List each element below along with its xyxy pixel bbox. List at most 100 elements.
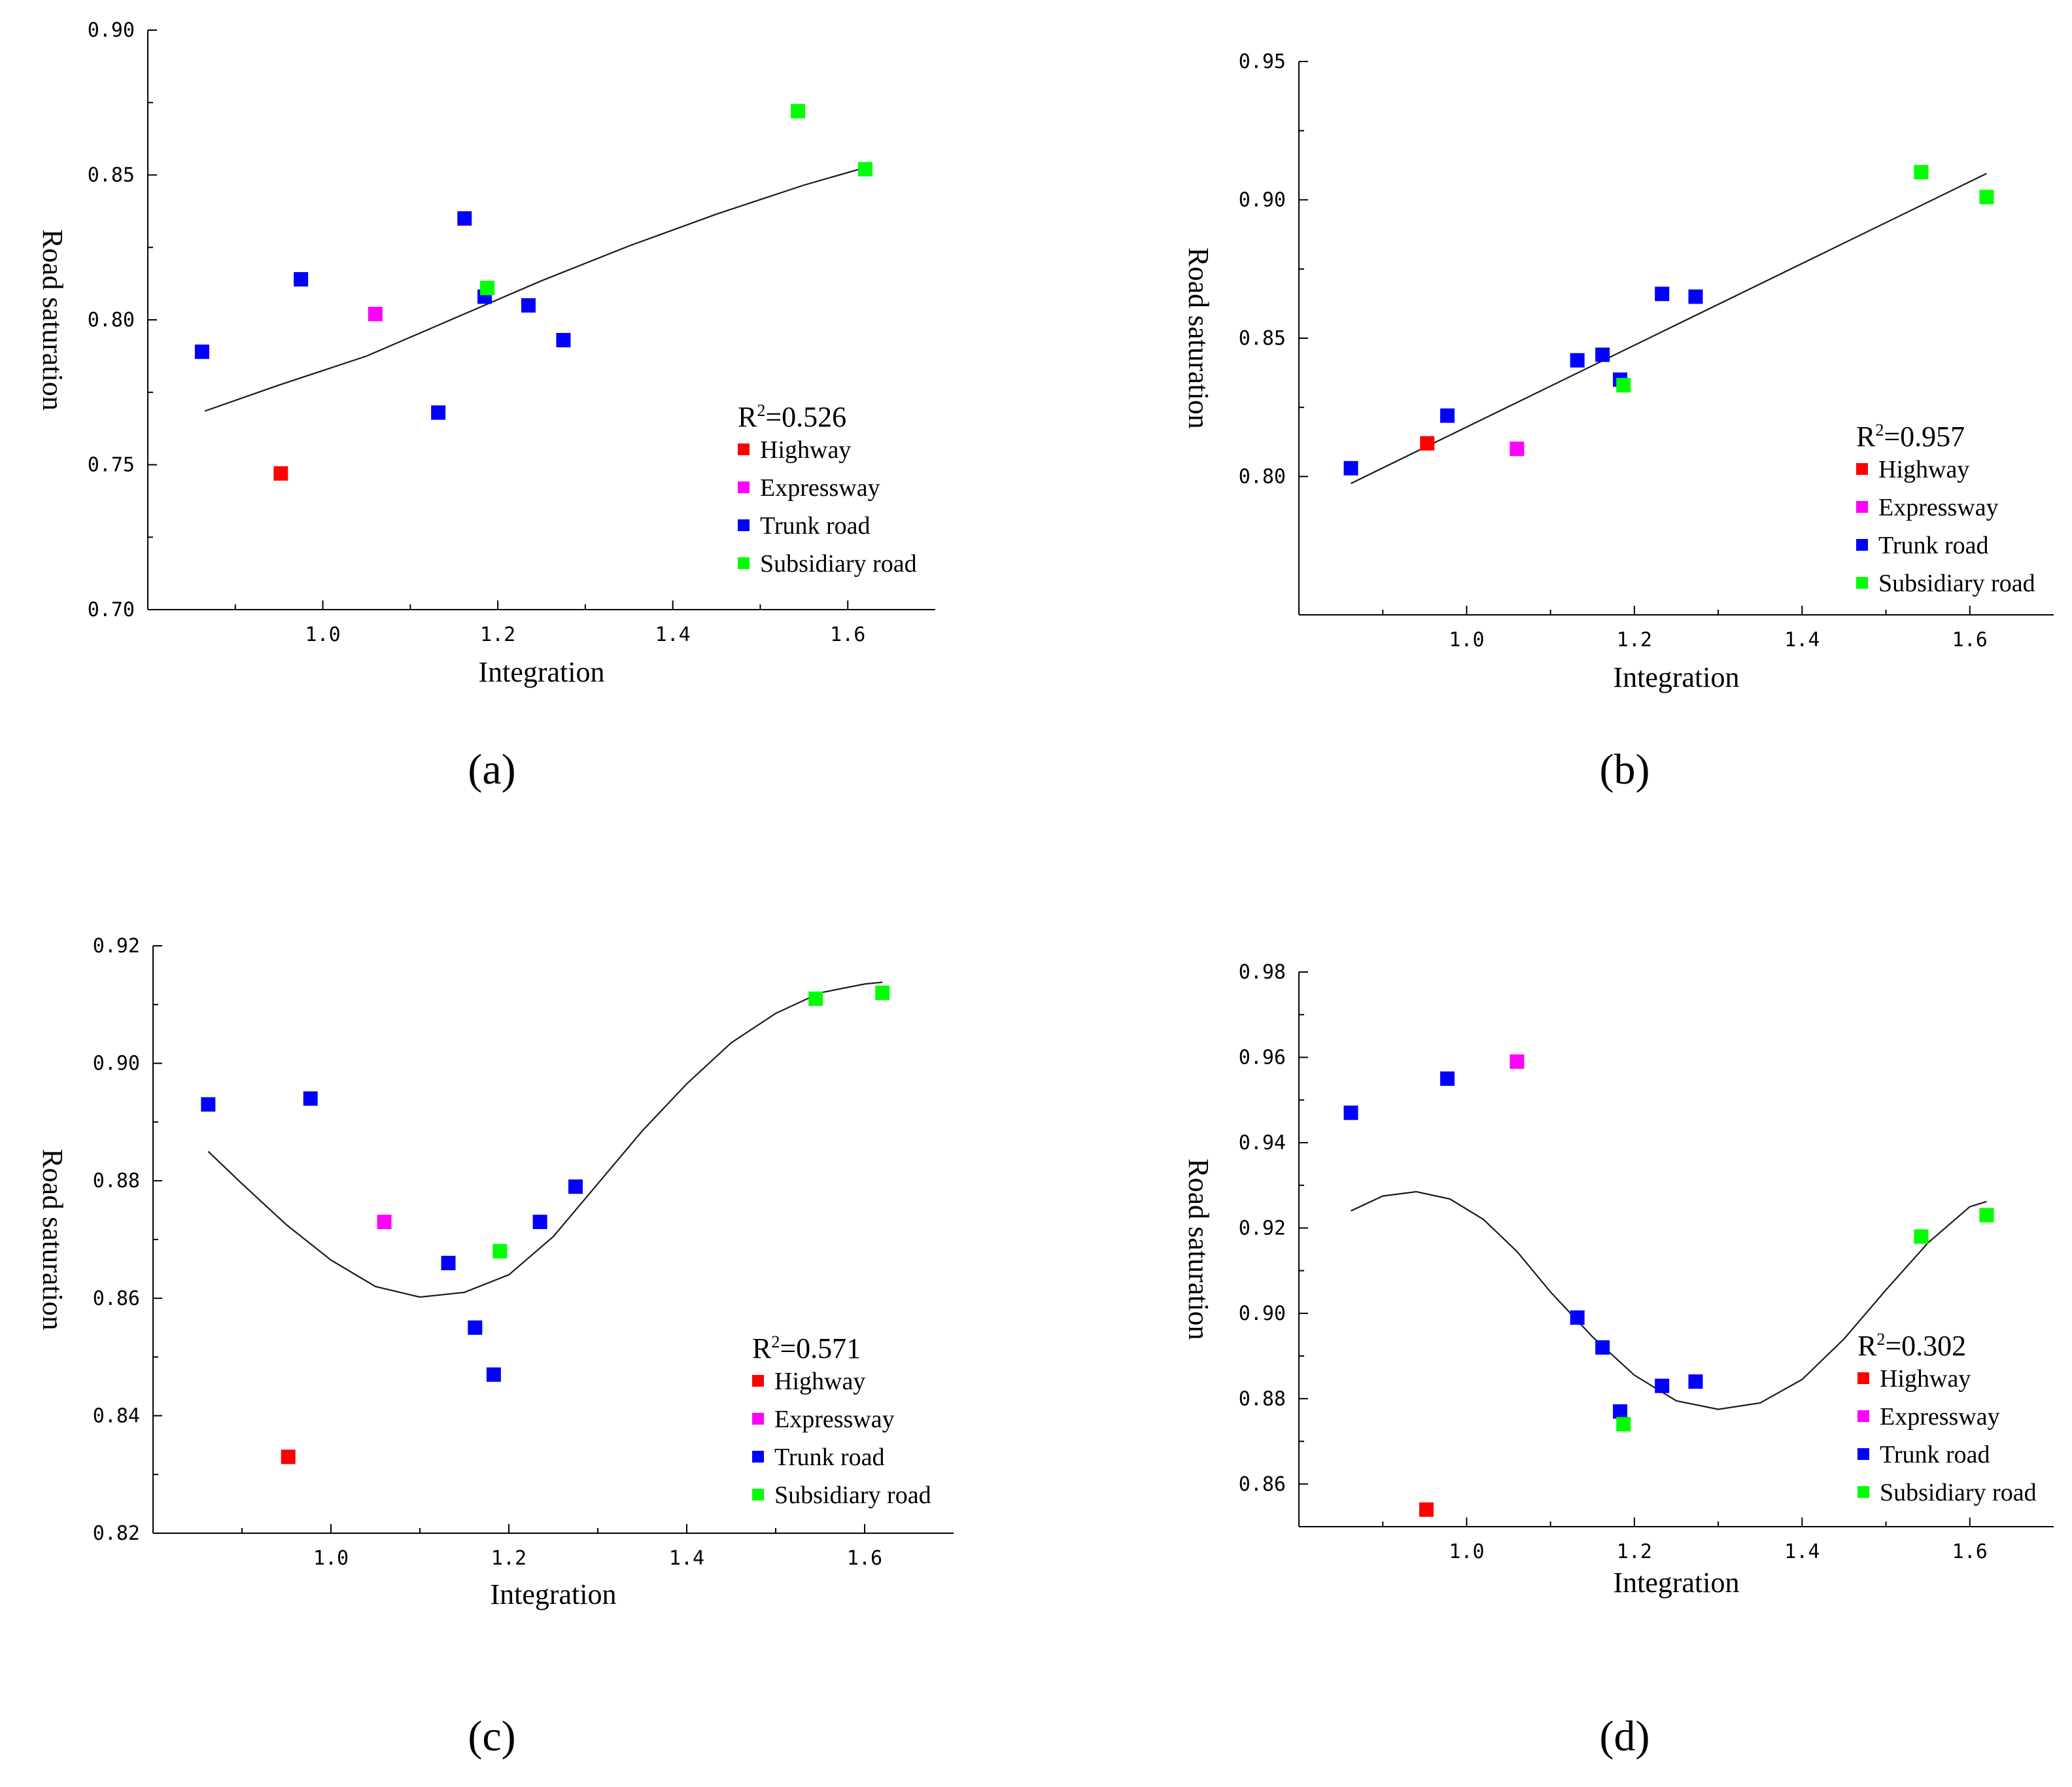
x-tick-label: 1.2 [491,1547,527,1570]
r-squared-label: R2=0.571 [752,1332,861,1364]
fit-curve [1351,173,1987,485]
data-point [857,162,872,177]
legend-marker [1856,501,1868,513]
x-tick-label: 1.6 [1952,629,1988,651]
data-point [1616,377,1631,392]
legend-entry: Highway [1880,1365,1971,1393]
x-tick-label: 1.6 [847,1547,882,1570]
y-tick-label: 0.88 [1239,1387,1286,1410]
data-point [1914,1229,1929,1244]
legend-entry: Trunk road [1878,532,1989,559]
x-tick-label: 1.2 [480,623,515,646]
data-point [1655,286,1670,302]
x-tick-label: 1.4 [1784,629,1820,651]
r-squared-symbol: R [1857,1330,1877,1362]
data-point [1655,1378,1670,1393]
y-tick-label: 0.90 [1239,189,1286,212]
data-point [377,1215,392,1230]
legend-marker [1856,539,1868,551]
y-tick-label: 0.90 [1239,1302,1286,1325]
x-axis-label: Integration [490,1578,616,1610]
data-point [1979,190,1994,205]
data-point [368,307,383,322]
legend-entry: Subsidiary road [760,550,917,578]
data-point [1688,289,1703,304]
r-squared-symbol: R [752,1332,772,1364]
panel-label: (d) [1600,1712,1650,1760]
data-point [1343,1105,1358,1120]
x-axis-label: Integration [478,656,604,688]
data-point [1616,1417,1631,1432]
r-squared-label: R2=0.957 [1856,421,1965,453]
legend-entry: Expressway [1880,1403,2000,1431]
x-tick-label: 1.0 [305,623,340,646]
chart-panel-a: 0.70 0.75 0.80 0.85 0.90 1.0 1.2 1.4 1.6 Integrat… [37,19,935,793]
legend-marker [738,557,750,569]
legend-entry: Trunk road [774,1444,885,1471]
legend-entry: Trunk road [1880,1441,1990,1468]
r-squared-superscript: 2 [1876,1330,1885,1349]
x-tick-label: 1.0 [1449,1540,1484,1563]
x-tick-label: 1.6 [830,623,865,646]
legend-marker [1856,577,1868,589]
y-tick-label: 0.86 [1239,1473,1286,1496]
r-squared-symbol: R [738,401,757,433]
r-squared-value: =0.302 [1885,1330,1966,1362]
y-axis-label: Road saturation [37,1149,69,1330]
x-tick-label: 1.2 [1617,629,1652,651]
data-point [194,344,209,359]
legend-entry: Subsidiary road [774,1482,931,1509]
y-tick-label: 0.92 [93,935,140,958]
r-squared-superscript: 2 [757,401,765,420]
data-point [431,405,446,420]
fit-curve [207,981,883,1298]
data-point [1979,1207,1994,1223]
y-tick-label: 0.86 [93,1287,140,1310]
data-point [1510,1054,1525,1069]
legend-marker [738,519,750,531]
legend-entry: Expressway [1878,494,1999,521]
panel-label: (c) [468,1712,515,1760]
r-squared-superscript: 2 [1875,421,1884,440]
y-tick-label: 0.94 [1239,1132,1286,1154]
data-point [201,1097,216,1112]
data-point [521,298,536,313]
data-point [468,1320,483,1335]
r-squared-symbol: R [1856,421,1876,453]
data-point [294,271,309,286]
x-tick-label: 1.6 [1952,1540,1988,1563]
legend-marker [752,1375,764,1387]
r-squared-superscript: 2 [771,1332,780,1351]
x-axis-label: Integration [1613,661,1739,693]
fit-curve [204,165,871,412]
data-point [1914,165,1929,180]
y-tick-label: 0.90 [93,1052,140,1075]
data-point [492,1243,508,1258]
x-tick-label: 1.2 [1617,1540,1652,1563]
data-point [1613,1404,1628,1419]
legend-marker [738,443,750,455]
y-tick-label: 0.82 [93,1522,140,1545]
data-point [808,991,823,1006]
data-point [1440,1071,1455,1086]
data-point [556,333,571,348]
legend-entry: Highway [760,436,851,464]
legend-entry: Highway [1878,456,1969,483]
legend-entry: Subsidiary road [1880,1479,2037,1506]
y-tick-label: 0.92 [1239,1217,1286,1240]
y-axis-label: Road saturation [37,229,69,410]
y-axis-label: Road saturation [1183,1158,1215,1340]
x-axis-label: Integration [1613,1567,1739,1599]
data-point [1510,442,1525,457]
panel-label: (a) [468,746,515,793]
legend-entry: Expressway [760,474,880,502]
y-tick-label: 0.95 [1239,50,1286,73]
data-point [875,985,890,1000]
y-tick-label: 0.96 [1239,1046,1286,1069]
r-squared-value: =0.957 [1884,421,1965,453]
y-tick-label: 0.70 [88,599,135,621]
panel-label: (b) [1600,746,1650,793]
legend-entry: Expressway [774,1406,895,1433]
data-point [1570,1310,1585,1325]
